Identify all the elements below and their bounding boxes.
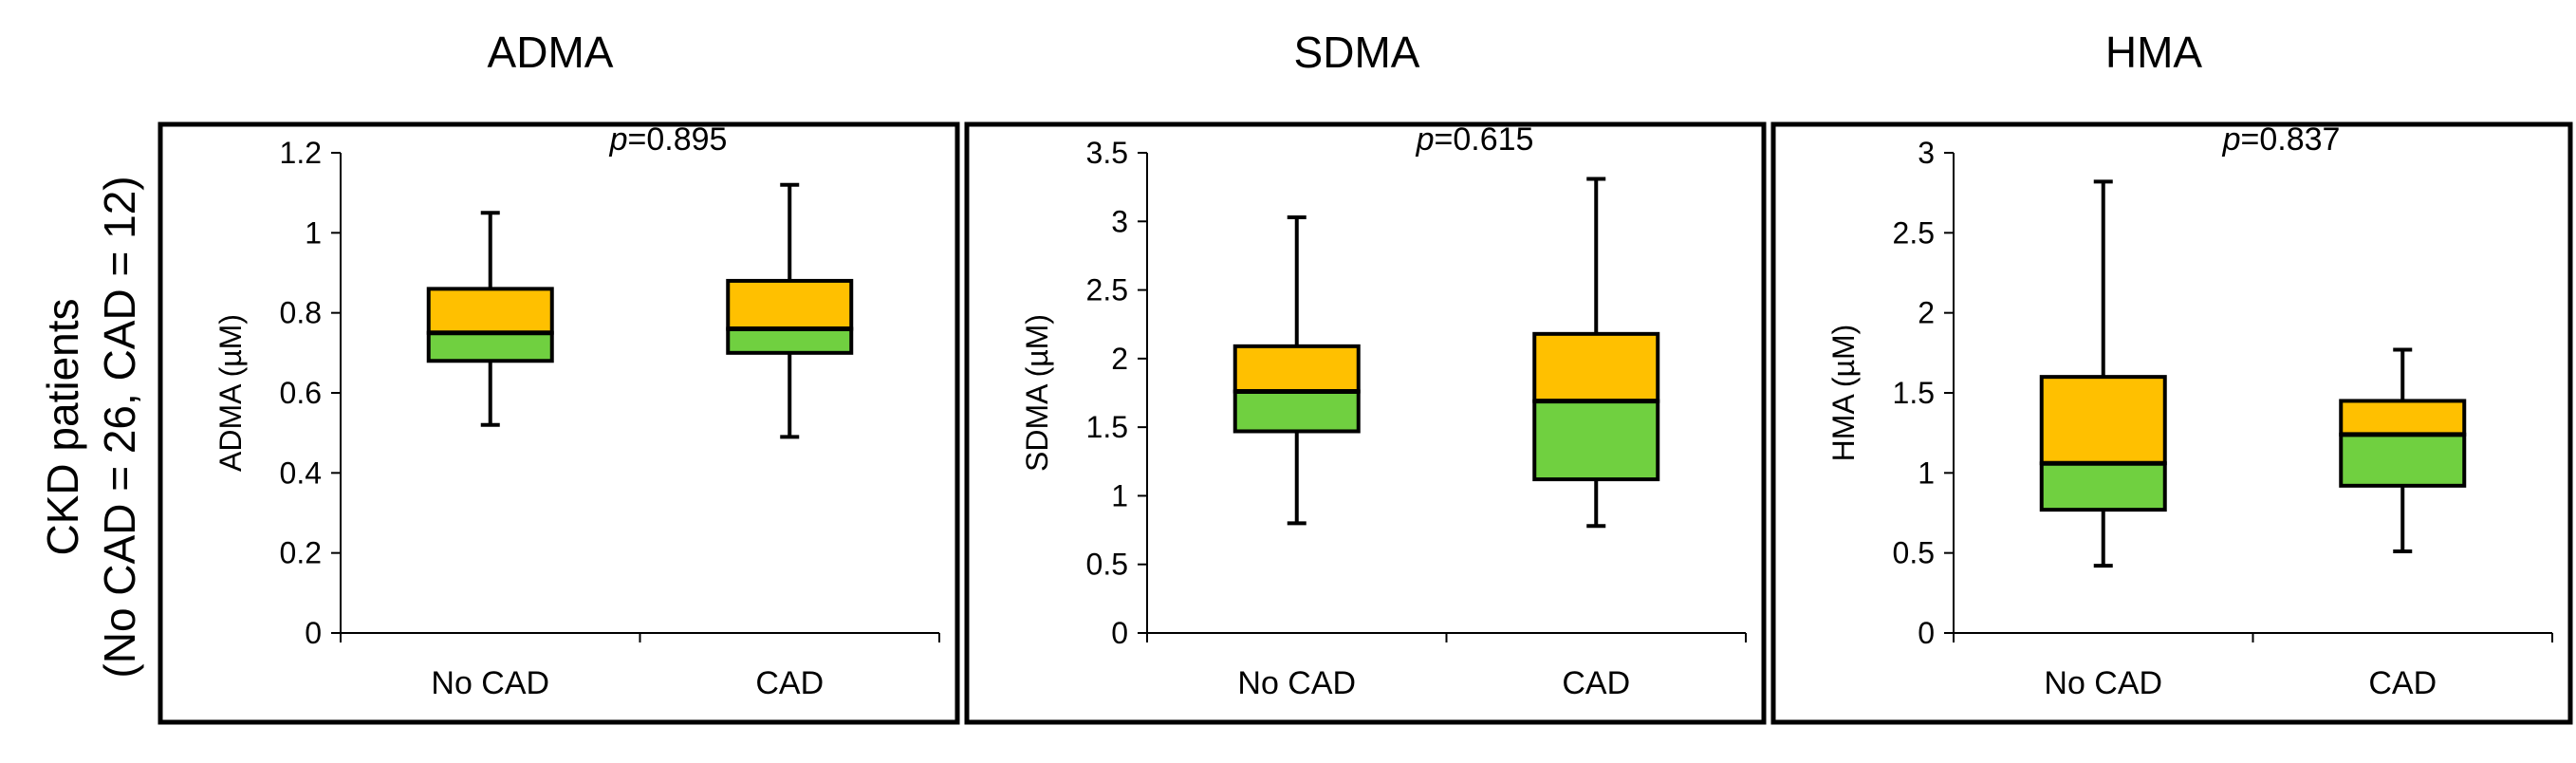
adma-box-cad xyxy=(726,182,854,439)
hma-p-value: =0.837 xyxy=(2240,121,2340,158)
sdma-y-tick-label: 0.5 xyxy=(1086,548,1128,582)
hma-y-tick-label: 0.5 xyxy=(1893,536,1935,570)
sdma-y-tick-label: 3.5 xyxy=(1086,136,1128,170)
adma-y-tick-label: 0.6 xyxy=(280,376,322,410)
sdma-y-tick-label: 0 xyxy=(1111,616,1128,650)
sdma-box-upper-cad xyxy=(1532,331,1660,403)
adma-box-lower-cad xyxy=(726,326,854,355)
adma-p-symbol: p xyxy=(609,121,628,158)
adma-box-upper-no-cad xyxy=(426,287,554,335)
hma-box-lower-cad xyxy=(2339,432,2467,488)
hma-y-tick-label: 3 xyxy=(1918,136,1935,170)
panel-title-hma: HMA xyxy=(2104,28,2203,77)
sdma-y-axis-label: SDMA (µM) xyxy=(1020,314,1054,472)
adma-y-tick-label: 0.8 xyxy=(280,296,322,330)
hma-y-tick-label: 1.5 xyxy=(1893,376,1935,410)
sdma-y-tick-label: 1.5 xyxy=(1086,410,1128,444)
row-label-line1: CKD patients xyxy=(38,298,87,555)
row-label: CKD patients (No CAD = 26, CAD = 12) xyxy=(19,123,161,731)
hma-y-tick-label: 2.5 xyxy=(1893,215,1935,250)
adma-x-tick-label-cad: CAD xyxy=(755,665,824,701)
adma-p-value-annotation: p=0.895 xyxy=(609,121,728,158)
panel-title-adma: ADMA xyxy=(487,28,614,77)
sdma-p-value: =0.615 xyxy=(1434,121,1533,158)
hma-box-cad xyxy=(2339,347,2467,553)
adma-box-upper-cad xyxy=(726,278,854,331)
adma-x-tick-label-no-cad: No CAD xyxy=(431,665,549,701)
adma-y-tick-label: 0 xyxy=(305,616,322,650)
adma-y-tick-label: 1.2 xyxy=(280,136,322,170)
adma-y-tick-label: 0.4 xyxy=(280,456,322,490)
adma-y-tick-label: 1 xyxy=(305,215,322,250)
hma-y-axis-label: HMA (µM) xyxy=(1826,325,1861,462)
chart-svg-hma: 0 0.5 1 1.5 2 2.5 3 No CAD CAD HMA (µM) p=0.837 xyxy=(1770,121,2573,725)
hma-p-value-annotation: p=0.837 xyxy=(2222,121,2341,158)
hma-y-tick-label: 0 xyxy=(1918,616,1935,650)
adma-box-no-cad xyxy=(426,211,554,427)
hma-box-lower-no-cad xyxy=(2039,461,2167,512)
adma-y-tick-label: 0.2 xyxy=(280,536,322,570)
chart-panel-sdma: 0 0.5 1 1.5 2 2.5 3 3.5 No CAD CAD SDMA (µM) p=0.61… xyxy=(964,121,1767,725)
panel-title-sdma: SDMA xyxy=(1293,28,1420,77)
chart-panel-adma: 0 0.2 0.4 0.6 0.8 1 1.2 No CAD CAD ADMA (µM) p=0.8… xyxy=(158,121,960,725)
sdma-p-value-annotation: p=0.615 xyxy=(1416,121,1534,158)
adma-box-lower-no-cad xyxy=(426,330,554,363)
sdma-y-tick-label: 1 xyxy=(1111,478,1128,512)
sdma-box-no-cad xyxy=(1232,214,1361,526)
hma-box-no-cad xyxy=(2039,179,2167,568)
sdma-p-symbol: p xyxy=(1416,121,1435,158)
row-label-line2: (No CAD = 26, CAD = 12) xyxy=(95,176,144,678)
sdma-y-tick-label: 2 xyxy=(1111,342,1128,376)
hma-y-tick-label: 1 xyxy=(1918,456,1935,490)
adma-panel-frame xyxy=(158,121,960,725)
adma-y-axis-label: ADMA (µM) xyxy=(213,314,248,472)
sdma-y-tick-label: 2.5 xyxy=(1086,273,1128,307)
hma-x-tick-label-no-cad: No CAD xyxy=(2044,665,2162,701)
hma-x-tick-label-cad: CAD xyxy=(2368,665,2437,701)
hma-p-symbol: p xyxy=(2222,121,2241,158)
adma-p-value: =0.895 xyxy=(627,121,727,158)
sdma-box-lower-cad xyxy=(1532,399,1660,482)
sdma-box-cad xyxy=(1532,177,1660,529)
hma-box-upper-no-cad xyxy=(2039,375,2167,466)
sdma-box-upper-no-cad xyxy=(1232,344,1361,394)
hma-box-upper-cad xyxy=(2339,399,2467,437)
sdma-x-tick-label-cad: CAD xyxy=(1562,665,1630,701)
chart-svg-adma: 0 0.2 0.4 0.6 0.8 1 1.2 No CAD CAD ADMA (µM) p=0.8… xyxy=(158,121,960,725)
chart-panel-hma: 0 0.5 1 1.5 2 2.5 3 No CAD CAD HMA (µM) p=0.837 xyxy=(1770,121,2573,725)
hma-y-tick-label: 2 xyxy=(1918,296,1935,330)
chart-svg-sdma: 0 0.5 1 1.5 2 2.5 3 3.5 No CAD CAD SDMA (µM) p=0.61… xyxy=(964,121,1767,725)
sdma-y-tick-label: 3 xyxy=(1111,204,1128,238)
sdma-box-lower-no-cad xyxy=(1232,389,1361,434)
sdma-x-tick-label-no-cad: No CAD xyxy=(1237,665,1356,701)
